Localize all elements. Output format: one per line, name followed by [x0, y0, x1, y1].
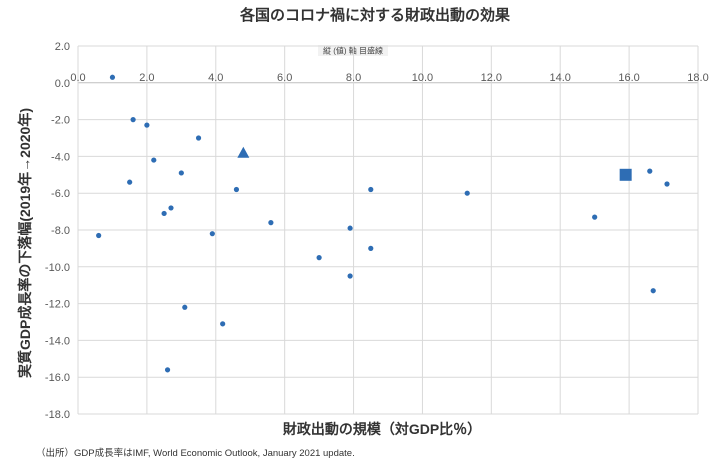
data-point — [209, 231, 215, 237]
y-tick-label: -16.0 — [45, 372, 70, 384]
x-tick-label: 8.0 — [346, 72, 361, 84]
x-tick-label: 18.0 — [687, 72, 708, 84]
y-tick-label: -8.0 — [51, 225, 70, 237]
data-point — [268, 220, 274, 226]
data-point — [109, 74, 116, 80]
x-tick-labels: 0.0 2.0 4.0 6.0 8.0 10.0 12.0 14.0 16.0 18.0 — [70, 72, 708, 84]
x-tick-label: 12.0 — [481, 72, 502, 84]
data-point — [178, 170, 184, 176]
x-tick-label: 16.0 — [618, 72, 639, 84]
data-point — [368, 186, 374, 193]
data-point — [233, 186, 240, 193]
data-point — [316, 255, 322, 261]
x-tick-label: 10.0 — [412, 72, 433, 84]
data-point — [161, 210, 167, 217]
data-point-square — [619, 168, 632, 181]
x-tick-label: 14.0 — [550, 72, 571, 84]
chart-title: 各国のコロナ禍に対する財政出動の効果 — [239, 6, 511, 24]
y-tick-label: -4.0 — [51, 151, 70, 163]
data-point — [130, 117, 136, 123]
data-point — [347, 273, 353, 279]
data-point — [144, 122, 150, 128]
data-point — [368, 245, 374, 251]
data-point — [647, 168, 653, 174]
data-point — [151, 157, 157, 163]
axis-hint-box — [318, 45, 388, 56]
data-points — [96, 74, 670, 373]
axis-hint: 縦 (値) 軸 目盛線 — [323, 46, 383, 56]
data-point — [164, 367, 171, 373]
data-point — [168, 205, 174, 211]
data-point — [464, 190, 470, 196]
data-point — [195, 135, 202, 141]
data-point — [96, 232, 102, 239]
data-point — [650, 288, 656, 294]
y-tick-labels: 2.0 0.0 -2.0 -4.0 -6.0 -8.0 -10.0 -12.0 -14.0 -16… — [45, 41, 70, 421]
x-tick-label: 2.0 — [139, 72, 154, 84]
y-tick-label: -12.0 — [45, 299, 70, 311]
y-tick-label: 2.0 — [55, 41, 70, 53]
gridlines — [77, 45, 699, 415]
x-axis-title: 財政出動の規模（対GDP比％） — [282, 421, 481, 437]
y-tick-label: -2.0 — [51, 115, 70, 127]
data-point — [127, 179, 133, 185]
data-point-triangle — [237, 146, 250, 158]
x-tick-label: 4.0 — [208, 72, 223, 84]
y-tick-label: -10.0 — [45, 262, 70, 274]
y-axis-title: 実質GDP成長率の下落幅(2019年→2020年) — [17, 108, 33, 378]
y-tick-label: -18.0 — [45, 409, 70, 421]
data-point — [220, 321, 226, 327]
data-point — [592, 214, 598, 220]
y-tick-label: -6.0 — [51, 188, 70, 200]
x-tick-label: 0.0 — [70, 72, 85, 84]
data-point — [182, 304, 188, 310]
y-tick-label: 0.0 — [55, 78, 70, 90]
data-point — [664, 181, 670, 187]
x-tick-label: 6.0 — [277, 72, 292, 84]
y-tick-label: -14.0 — [45, 335, 70, 347]
data-point — [347, 225, 353, 231]
source-note: （出所）GDP成長率はIMF, World Economic Outlook, … — [36, 448, 355, 459]
